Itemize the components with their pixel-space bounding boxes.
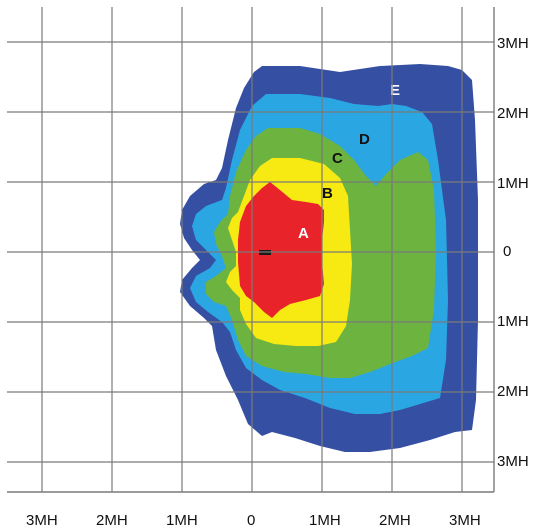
zone-label-a: A <box>298 225 309 242</box>
y-tick-label: 3MH <box>497 35 529 52</box>
y-tick-label: 2MH <box>497 383 529 400</box>
x-tick-label: 3MH <box>26 512 58 529</box>
x-tick-label: 2MH <box>379 512 411 529</box>
y-tick-label: 2MH <box>497 105 529 122</box>
zone-label-b: B <box>322 185 333 202</box>
zone-a-region <box>238 182 324 318</box>
zone-label-c: C <box>332 150 343 167</box>
x-tick-label: 1MH <box>309 512 341 529</box>
zone-label-d: D <box>359 131 370 148</box>
zone-label-e: E <box>390 82 400 99</box>
x-tick-label: 0 <box>247 512 255 529</box>
y-tick-label: 1MH <box>497 313 529 330</box>
x-tick-label: 1MH <box>166 512 198 529</box>
y-tick-label: 1MH <box>497 175 529 192</box>
y-tick-label: 3MH <box>497 453 529 470</box>
x-tick-label: 3MH <box>449 512 481 529</box>
x-tick-label: 2MH <box>96 512 128 529</box>
grid-lines <box>7 7 495 493</box>
y-tick-label: 0 <box>503 243 511 260</box>
